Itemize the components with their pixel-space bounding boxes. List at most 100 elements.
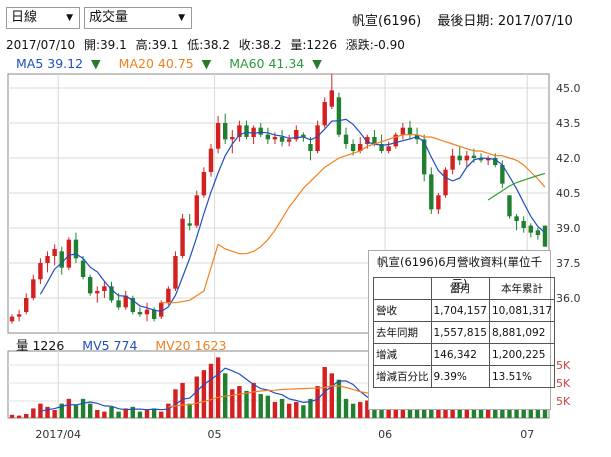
candle-body bbox=[350, 144, 356, 151]
candle-body bbox=[343, 134, 349, 144]
price-tick-label: 40.5 bbox=[556, 187, 581, 200]
candle-body bbox=[407, 127, 413, 135]
table-cell: 本年累計 bbox=[488, 277, 556, 300]
volume-bar bbox=[308, 398, 313, 418]
volume-bar bbox=[24, 414, 29, 418]
ma60-line bbox=[487, 172, 546, 201]
volume-bar bbox=[87, 403, 93, 418]
volume-bar bbox=[272, 402, 278, 418]
candle-body bbox=[265, 134, 271, 140]
volume-bar bbox=[294, 402, 299, 418]
volume-bar bbox=[73, 405, 79, 418]
volume-bar bbox=[528, 405, 533, 418]
volume-bar bbox=[230, 389, 235, 418]
candle-body bbox=[514, 216, 519, 221]
candle-body bbox=[102, 286, 107, 291]
candle-body bbox=[187, 223, 192, 226]
candle-body bbox=[315, 125, 320, 151]
volume-bar bbox=[457, 403, 462, 418]
price-tick-label: 45.0 bbox=[556, 82, 581, 95]
candle-body bbox=[16, 314, 22, 317]
price-tick-label: 37.5 bbox=[556, 257, 581, 270]
price-tick-label: 39.0 bbox=[556, 222, 581, 235]
ma60-legend: MA60 41.34 bbox=[229, 56, 305, 71]
revenue-table: 當月 本年累計 營收 1,704,157 10,081,317 去年同期 1,5… bbox=[373, 277, 556, 388]
volume-bar bbox=[173, 389, 178, 418]
volume-bar bbox=[414, 403, 420, 418]
price-tick-label: 42.0 bbox=[556, 152, 581, 165]
candle-body bbox=[130, 298, 136, 312]
table-cell: 10,081,317 bbox=[488, 299, 556, 322]
volume-bar bbox=[194, 376, 199, 418]
revenue-table-title: 帆宣(6196)6月營收資料(單位千元) bbox=[376, 255, 543, 291]
volume-bar bbox=[9, 414, 15, 418]
volume-bar bbox=[215, 357, 221, 418]
candle-body bbox=[500, 165, 505, 184]
candle-body bbox=[123, 295, 128, 308]
volume-bar bbox=[159, 411, 164, 418]
volume-bar bbox=[66, 398, 72, 418]
table-cell: 8,881,092 bbox=[488, 321, 556, 344]
table-cell: 13.51% bbox=[488, 365, 556, 388]
table-cell: 當月 bbox=[430, 277, 490, 300]
ma5-line bbox=[39, 118, 546, 313]
quote-date: 2017/07/10 bbox=[6, 38, 76, 52]
period-select-value: 日線 bbox=[11, 10, 38, 25]
table-cell: 1,557,815 bbox=[430, 321, 490, 344]
quote-open: 開:39.1 bbox=[84, 38, 127, 52]
candle-body bbox=[9, 316, 15, 322]
volume-bar bbox=[109, 406, 114, 418]
volume-bar bbox=[372, 405, 377, 418]
candle-body bbox=[222, 123, 228, 140]
candle-body bbox=[336, 97, 342, 135]
ma20-line bbox=[161, 244, 219, 304]
volume-bar bbox=[31, 408, 36, 418]
quote-high: 高:39.1 bbox=[135, 38, 179, 52]
volume-bar bbox=[151, 408, 157, 418]
indicator-select[interactable]: 成交量 ▼ bbox=[84, 7, 192, 29]
period-select[interactable]: 日線 ▼ bbox=[6, 7, 80, 29]
volume-bar bbox=[237, 386, 242, 418]
candle-body bbox=[294, 130, 299, 140]
candle-body bbox=[372, 137, 377, 144]
candle-body bbox=[215, 123, 221, 149]
ma20-line bbox=[217, 134, 546, 255]
x-tick-label: 07 bbox=[520, 428, 534, 441]
candle-body bbox=[365, 137, 370, 144]
ma20-arrow: ▼ bbox=[201, 56, 212, 71]
candle-body bbox=[95, 291, 100, 294]
candle-body bbox=[429, 174, 434, 210]
table-row: 增減百分比 9.39% 13.51% bbox=[373, 365, 556, 388]
candle-body bbox=[322, 102, 327, 126]
volume-bar bbox=[358, 402, 363, 418]
candle-body bbox=[237, 125, 242, 137]
table-cell: 增減百分比 bbox=[373, 365, 432, 388]
stock-header: 帆宣(6196) 最後日期: 2017/07/10 bbox=[352, 10, 585, 29]
candle-body bbox=[542, 225, 548, 247]
candle-body bbox=[421, 139, 427, 175]
candle-body bbox=[87, 277, 93, 294]
candle-body bbox=[379, 144, 384, 151]
candle-body bbox=[109, 286, 114, 301]
table-cell: 146,342 bbox=[430, 343, 490, 366]
volume-bar bbox=[343, 398, 349, 418]
ma20-legend: MA20 40.75 bbox=[118, 56, 194, 71]
volume-tick-label: 5K bbox=[556, 377, 571, 390]
candle-body bbox=[59, 251, 64, 268]
volume-bar bbox=[59, 403, 64, 418]
volume-bar bbox=[95, 410, 100, 418]
candle-body bbox=[258, 127, 263, 135]
volume-bar bbox=[180, 382, 185, 418]
candle-body bbox=[457, 155, 462, 161]
table-cell: 營收 bbox=[373, 299, 432, 322]
candle-body bbox=[66, 239, 72, 268]
candle-body bbox=[52, 249, 57, 256]
volume-bar bbox=[379, 403, 384, 418]
table-cell: 1,704,157 bbox=[430, 299, 490, 322]
volume-bar bbox=[315, 386, 320, 418]
candle-body bbox=[230, 137, 235, 140]
candle-body bbox=[144, 309, 150, 315]
revenue-table-panel: 帆宣(6196)6月營收資料(單位千元) 當月 本年累計 營收 1,704,15… bbox=[368, 250, 556, 410]
x-tick-label: 05 bbox=[208, 428, 222, 441]
candle-body bbox=[329, 90, 335, 107]
